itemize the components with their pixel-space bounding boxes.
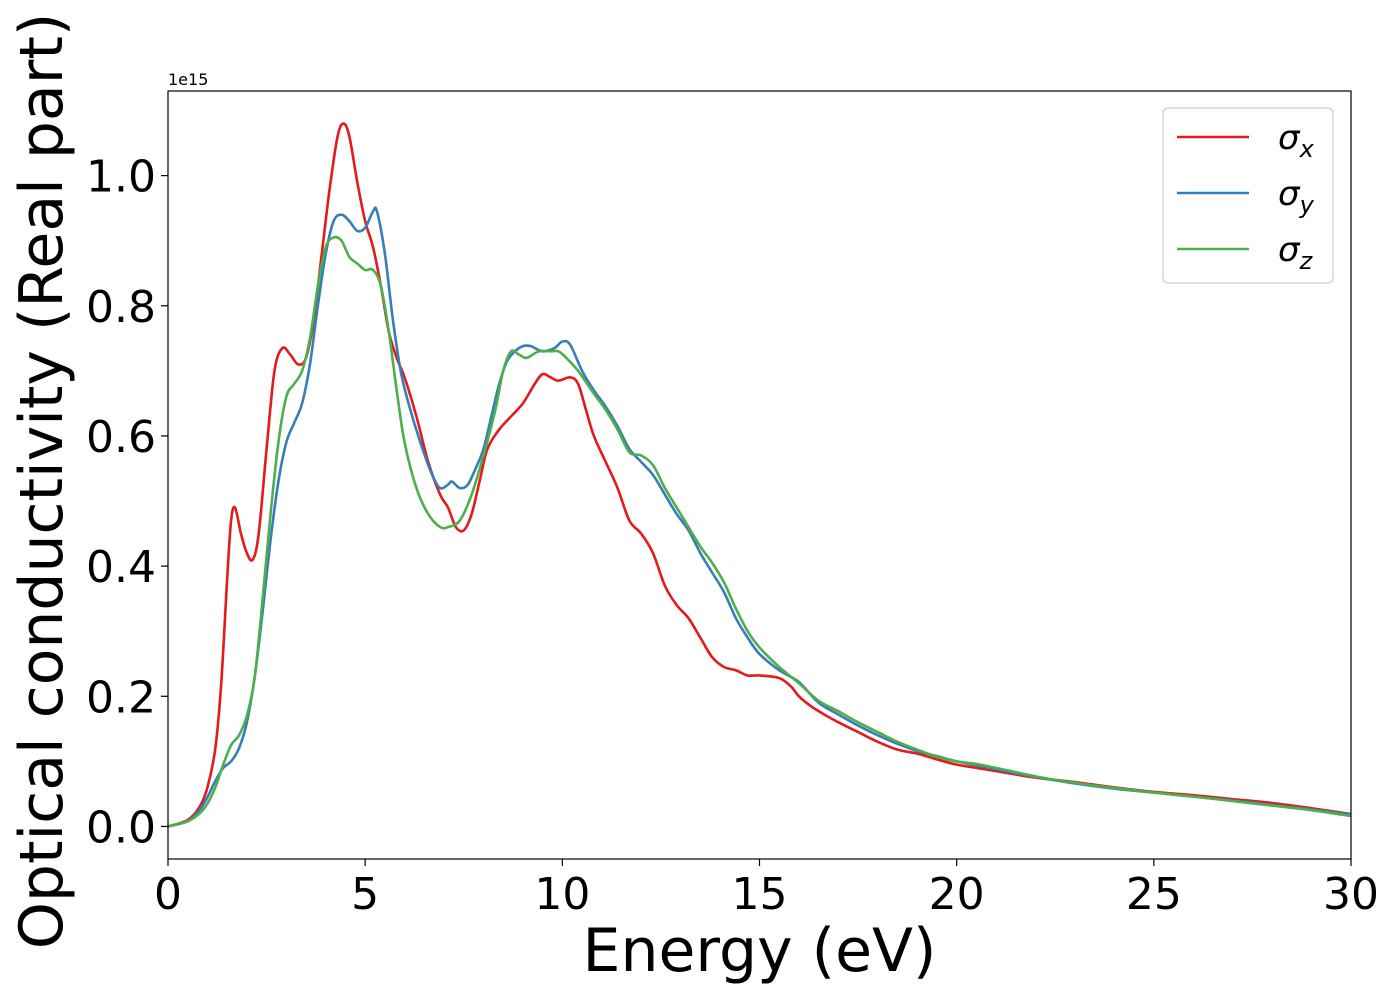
x-tick-label: 0 [154,869,182,920]
y-axis-label: Optical conductivity (Real part) [7,13,77,950]
series-line-x [168,122,1351,828]
series-line-z [168,235,1351,828]
series-line-y [168,206,1351,828]
y-tick-label: 0.8 [86,282,156,333]
x-tick-label: 10 [534,869,590,920]
legend-label-x: σx [1278,118,1315,163]
series-layer [168,122,1351,828]
y-offset-label: 1e15 [168,70,208,89]
y-tick-label: 0.2 [86,672,156,723]
y-tick-label: 1.0 [86,152,156,203]
x-axis-ticks: 0 5 10 15 20 25 30 [154,859,1379,920]
x-tick-label: 20 [929,869,985,920]
x-tick-label: 5 [351,869,379,920]
x-axis-label: Energy (eV) [583,916,937,986]
y-tick-label: 0.0 [86,802,156,853]
legend: σx σy σz [1162,107,1334,284]
y-tick-label: 0.4 [86,542,156,593]
x-tick-label: 30 [1323,869,1379,920]
x-tick-label: 15 [732,869,788,920]
x-tick-label: 25 [1126,869,1182,920]
y-tick-label: 0.6 [86,412,156,463]
legend-label-z: σz [1278,230,1314,275]
legend-label-y: σy [1278,174,1315,219]
y-axis-ticks: 0.0 0.2 0.4 0.6 0.8 1.0 [86,152,168,853]
legend-box [1162,107,1334,284]
